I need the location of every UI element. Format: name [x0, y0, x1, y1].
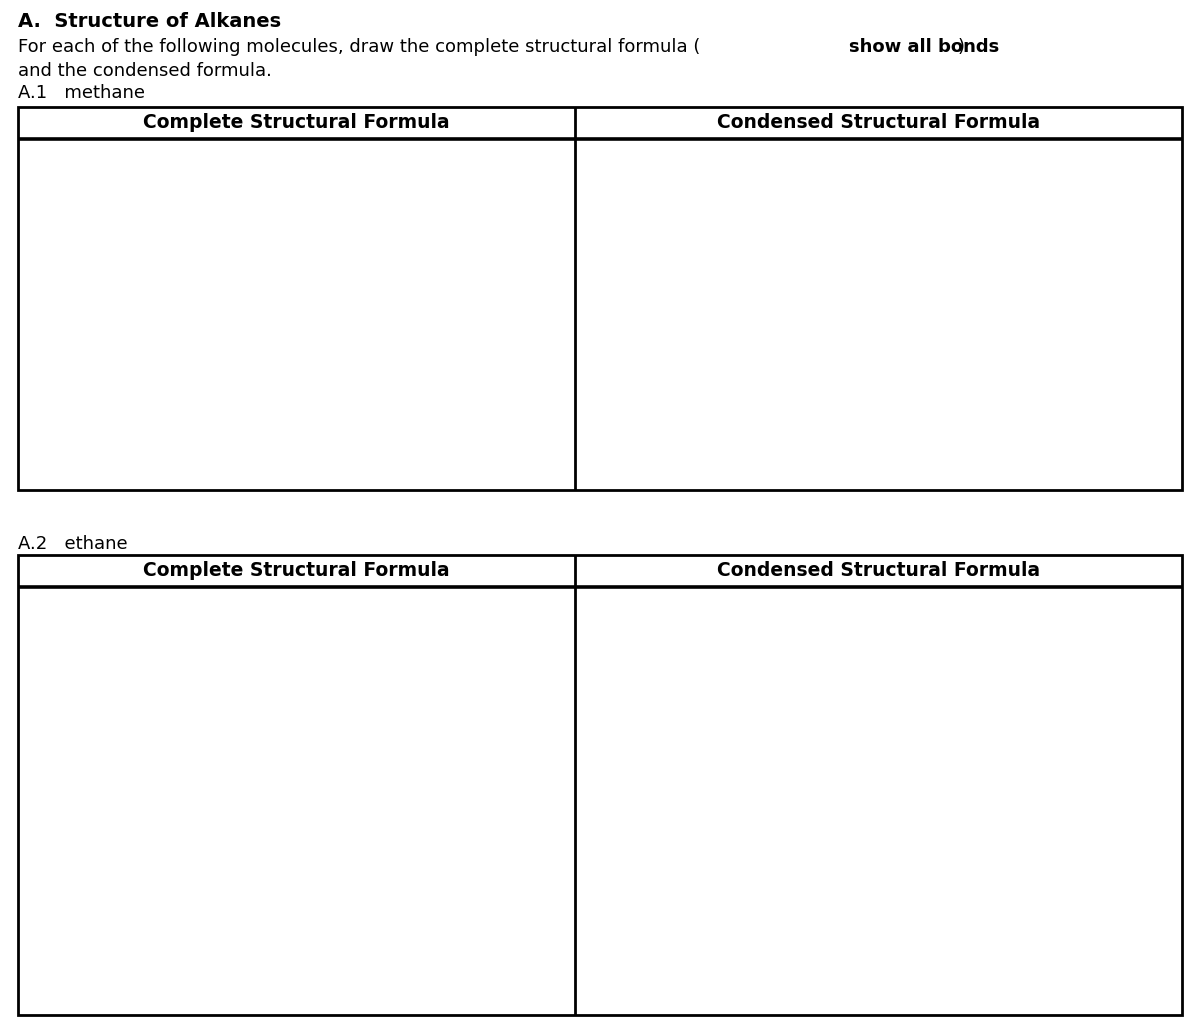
Text: and the condensed formula.: and the condensed formula. — [18, 62, 272, 80]
Bar — [18, 107, 1182, 490]
Text: Complete Structural Formula: Complete Structural Formula — [143, 562, 450, 580]
Text: A.  Structure of Alkanes: A. Structure of Alkanes — [18, 12, 281, 31]
Text: Condensed Structural Formula: Condensed Structural Formula — [716, 562, 1040, 580]
Text: ): ) — [958, 38, 964, 56]
Text: A.1   methane: A.1 methane — [18, 84, 145, 102]
Text: Condensed Structural Formula: Condensed Structural Formula — [716, 114, 1040, 133]
Bar — [18, 555, 1182, 1015]
Text: Complete Structural Formula: Complete Structural Formula — [143, 114, 450, 133]
Text: A.2   ethane: A.2 ethane — [18, 535, 127, 553]
Text: show all bonds: show all bonds — [850, 38, 1000, 56]
Text: For each of the following molecules, draw the complete structural formula (: For each of the following molecules, dra… — [18, 38, 701, 56]
